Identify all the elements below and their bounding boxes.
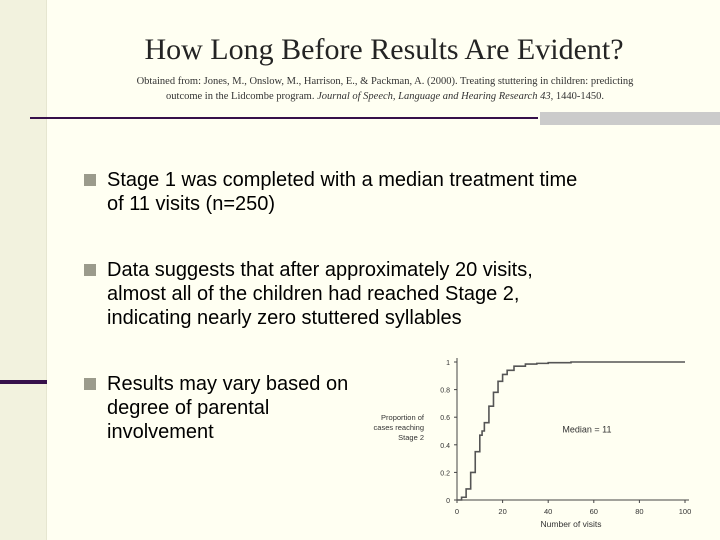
citation-prefix: outcome in the Lidcombe program. (166, 91, 318, 102)
citation-pages: 1440-1450. (553, 91, 604, 102)
x-tick-label: 20 (498, 507, 506, 516)
square-bullet-icon (84, 378, 96, 390)
bullet-item: Data suggests that after approximately 2… (84, 258, 533, 330)
title-divider-line (30, 117, 538, 119)
x-axis-label: Number of visits (541, 519, 602, 529)
series-line-proportion (457, 361, 685, 501)
y-tick-label: 0.2 (440, 470, 450, 477)
citation-journal: Journal of Speech, Language and Hearing … (317, 91, 554, 102)
slide-title: How Long Before Results Are Evident? (144, 33, 624, 66)
square-bullet-icon (84, 264, 96, 276)
left-accent-bar (0, 380, 47, 384)
y-tick-label: 0.8 (440, 388, 450, 395)
x-tick-label: 40 (544, 507, 552, 516)
y-axis-label-line: Stage 2 (398, 433, 424, 442)
y-axis-label-line: Proportion of (381, 413, 425, 422)
citation-line-1: Obtained from: Jones, M., Onslow, M., Ha… (136, 76, 634, 87)
bullet-item: Results may vary based on degree of pare… (84, 372, 348, 444)
citation: Obtained from: Jones, M., Onslow, M., Ha… (60, 74, 710, 104)
y-tick-label: 1 (446, 360, 450, 367)
y-tick-label: 0.4 (440, 443, 450, 450)
y-tick-label: 0.6 (440, 415, 450, 422)
bullet-text: Stage 1 was completed with a median trea… (107, 169, 578, 215)
x-tick-label: 0 (455, 507, 459, 516)
median-annotation: Median = 11 (562, 424, 611, 434)
x-tick-label: 100 (679, 507, 692, 516)
citation-line-2: outcome in the Lidcombe program. Journal… (60, 89, 710, 104)
x-tick-label: 60 (590, 507, 598, 516)
y-axis-label-line: cases reaching (374, 423, 424, 432)
stage2-cumulative-chart: 0 0.2 0.4 0.6 0.8 1 0 20 40 60 80 100 Proportion o… (374, 358, 692, 529)
left-decorative-band (0, 0, 47, 540)
bullet-text: Data suggests that after approximately 2… (107, 259, 533, 329)
bullet-text: Results may vary based on degree of pare… (107, 373, 349, 443)
y-tick-label: 0 (446, 498, 450, 505)
bullet-item: Stage 1 was completed with a median trea… (84, 168, 577, 216)
x-tick-label: 80 (635, 507, 643, 516)
square-bullet-icon (84, 174, 96, 186)
title-divider-box (540, 112, 720, 125)
